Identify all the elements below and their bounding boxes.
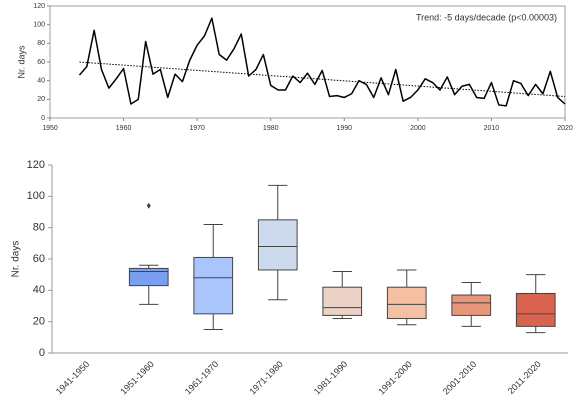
x-tick-label: 1990 xyxy=(336,125,352,132)
plot-frame xyxy=(49,5,566,119)
y-tick-label: 80 xyxy=(33,222,45,234)
y-tick-label: 20 xyxy=(37,96,45,103)
x-tick-label: 1980 xyxy=(263,125,279,132)
x-tick-label: 2020 xyxy=(557,125,573,132)
data-line xyxy=(78,17,566,107)
y-tick-label: 40 xyxy=(37,78,45,85)
x-tick-label: 1941-1950 xyxy=(54,359,92,397)
y-tick-label: 40 xyxy=(33,284,45,296)
y-tick-label: 0 xyxy=(39,347,45,359)
annotation: Trend: -5 days/decade (p<0.00003) xyxy=(416,12,557,22)
x-tick-label: 1970 xyxy=(189,125,205,132)
box xyxy=(386,286,427,320)
y-axis-label: Nr. days xyxy=(11,241,22,278)
x-tick-label: 1981-1990 xyxy=(312,359,350,397)
y-tick-label: 120 xyxy=(27,159,45,171)
x-tick-label: 1971-1980 xyxy=(247,359,285,397)
outlier xyxy=(146,202,151,209)
x-tick-label: 1961-1970 xyxy=(183,359,221,397)
x-tick-label: 2001-2010 xyxy=(441,359,479,397)
y-tick-label: 60 xyxy=(33,253,45,265)
x-tick-label: 1951-1960 xyxy=(118,359,156,397)
box xyxy=(193,256,234,315)
box xyxy=(257,219,298,271)
x-tick-label: 2010 xyxy=(484,125,500,132)
x-tick-label: 1960 xyxy=(116,125,132,132)
y-tick-label: 0 xyxy=(41,115,45,122)
y-tick-label: 100 xyxy=(27,190,45,202)
box xyxy=(515,292,556,327)
x-tick-label: 1950 xyxy=(42,125,58,132)
box xyxy=(128,267,169,287)
trend-line xyxy=(79,61,566,98)
y-tick-label: 80 xyxy=(37,40,45,47)
box xyxy=(451,294,492,316)
x-tick-label: 2000 xyxy=(410,125,426,132)
y-tick-label: 120 xyxy=(33,3,45,10)
y-axis-label: Nr. days xyxy=(16,45,26,79)
y-tick-label: 60 xyxy=(37,59,45,66)
x-tick-label: 2011-2020 xyxy=(506,359,543,396)
x-tick-label: 1991-2000 xyxy=(376,359,414,397)
y-tick-label: 100 xyxy=(33,22,45,29)
y-tick-label: 20 xyxy=(33,316,45,328)
box xyxy=(322,286,363,316)
